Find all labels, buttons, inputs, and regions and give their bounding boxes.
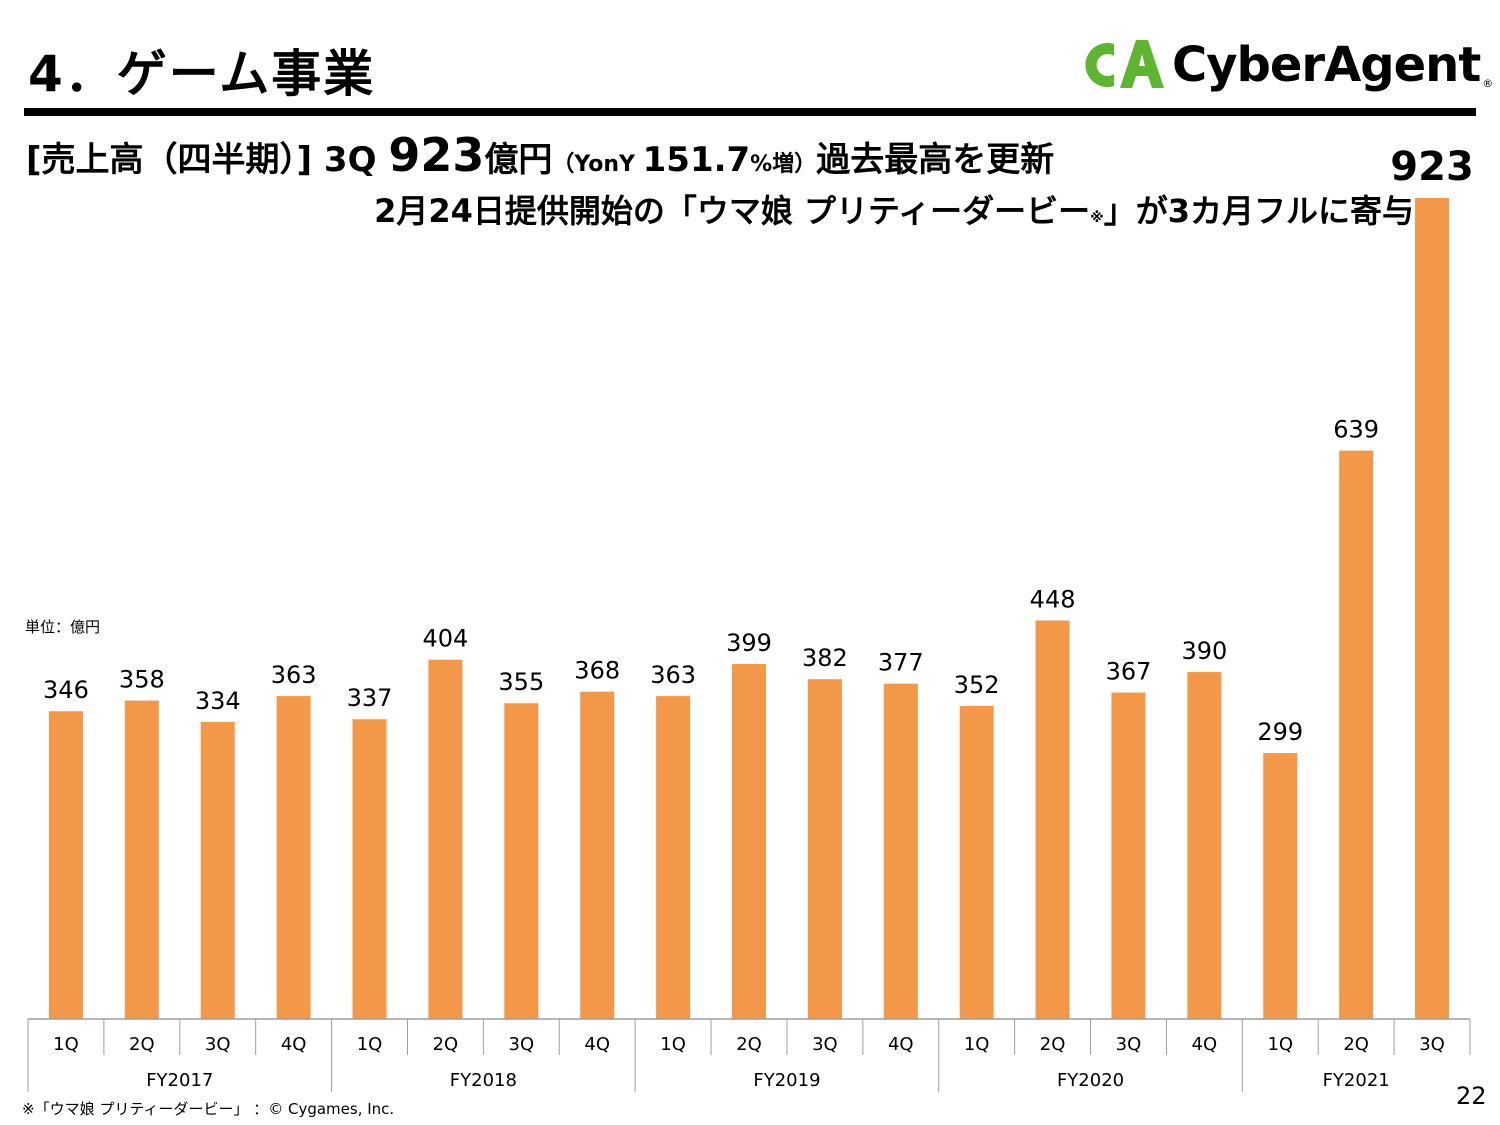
headline-yoy-suffix: %増） (750, 152, 817, 177)
bar-2 (124, 700, 159, 1019)
quarter-label-12: 4Q (888, 1034, 914, 1055)
data-label-12: 377 (878, 649, 924, 677)
data-label-11: 382 (802, 644, 848, 672)
headline-line-2-tail: 」が3カ月フルに寄与 (1103, 192, 1414, 230)
cyberagent-logo: CyberAgent ® (1078, 30, 1493, 100)
data-label-3: 334 (195, 687, 241, 715)
headline-line-2-main: 2月24日提供開始の「ウマ娘 プリティーダービー (374, 192, 1091, 230)
data-label-8: 368 (574, 657, 620, 685)
quarter-label-5: 1Q (357, 1034, 383, 1055)
fiscal-year-label-3: FY2019 (753, 1070, 820, 1091)
unit-label: 単位：億円 (25, 618, 101, 636)
bar-14 (1035, 620, 1070, 1019)
headline-record: 過去最高を更新 (816, 140, 1055, 180)
quarter-label-11: 3Q (812, 1034, 838, 1055)
bar-12 (883, 683, 918, 1019)
data-label-13: 352 (954, 671, 1000, 699)
data-label-19: 923 (1390, 144, 1474, 190)
data-label-16: 390 (1181, 637, 1227, 665)
quarter-label-13: 1Q (964, 1034, 990, 1055)
bar-10 (732, 664, 766, 1019)
bar-8 (580, 691, 615, 1019)
quarter-label-3: 3Q (205, 1034, 231, 1055)
quarter-label-2: 2Q (129, 1034, 155, 1055)
title-underline (24, 108, 1476, 116)
logo-wordmark: CyberAgent (1172, 37, 1481, 93)
page-number: 22 (1456, 1082, 1487, 1110)
data-label-4: 363 (271, 661, 317, 689)
data-label-6: 404 (423, 625, 469, 653)
data-label-5: 337 (347, 684, 393, 712)
headline-yoy-value: 151.7 (642, 140, 751, 180)
headline-label: [売上高（四半期）] 3Q (26, 140, 389, 180)
headline-unit: 億円 (484, 140, 553, 180)
data-label-15: 367 (1106, 658, 1152, 686)
quarter-label-8: 4Q (584, 1034, 610, 1055)
quarter-label-9: 1Q (660, 1034, 686, 1055)
bar-3 (200, 721, 235, 1019)
headline-line-2: 2月24日提供開始の「ウマ娘 プリティーダービー※」が3カ月フルに寄与 (374, 186, 1414, 232)
bar-11 (807, 679, 842, 1019)
ca-logo-mark-icon (1085, 40, 1164, 88)
quarter-label-15: 3Q (1116, 1034, 1142, 1055)
fiscal-year-label-4: FY2020 (1057, 1070, 1124, 1091)
data-label-9: 363 (650, 661, 696, 689)
quarter-label-4: 4Q (281, 1034, 307, 1055)
bar-15 (1111, 692, 1146, 1019)
quarter-label-7: 3Q (509, 1034, 535, 1055)
bar-6 (428, 659, 463, 1019)
bar-9 (656, 696, 691, 1019)
data-label-18: 639 (1333, 416, 1379, 444)
bar-5 (352, 719, 387, 1019)
quarter-label-16: 4Q (1192, 1034, 1218, 1055)
bar-7 (504, 703, 539, 1019)
headline-line-1: [売上高（四半期）] 3Q 923億円（YonY 151.7%増）過去最高を更新 (26, 128, 1054, 182)
registered-mark: ® (1482, 77, 1494, 90)
bar-1 (48, 711, 83, 1019)
bar-17 (1263, 753, 1298, 1019)
data-label-2: 358 (119, 666, 165, 694)
quarter-label-1: 1Q (53, 1034, 79, 1055)
quarter-label-17: 1Q (1267, 1034, 1293, 1055)
bar-18 (1339, 450, 1374, 1020)
quarter-label-10: 2Q (736, 1034, 762, 1055)
bar-13 (959, 705, 994, 1019)
headline-note-mark: ※ (1090, 210, 1104, 226)
quarter-label-19: 3Q (1419, 1034, 1445, 1055)
bar-4 (276, 696, 311, 1019)
headline-value: 923 (388, 128, 485, 182)
footnote: ※「ウマ娘 プリティーダービー」 ：© Cygames, Inc. (22, 1100, 395, 1118)
data-label-10: 399 (726, 629, 772, 657)
fiscal-year-label-5: FY2021 (1323, 1070, 1390, 1091)
bar-16 (1187, 672, 1222, 1019)
headline-yoy-open: （YonY (552, 152, 643, 177)
fiscal-year-label-1: FY2017 (146, 1070, 213, 1091)
data-label-7: 355 (498, 668, 544, 696)
data-label-1: 346 (43, 676, 89, 704)
data-label-17: 299 (1257, 718, 1303, 746)
quarter-label-6: 2Q (433, 1034, 459, 1055)
fiscal-year-label-2: FY2018 (450, 1070, 517, 1091)
quarter-label-18: 2Q (1343, 1034, 1369, 1055)
bar-19 (1415, 198, 1450, 1019)
quarter-label-14: 2Q (1040, 1034, 1066, 1055)
page-title: 4．ゲーム事業 (28, 45, 376, 103)
data-label-14: 448 (1030, 586, 1076, 614)
